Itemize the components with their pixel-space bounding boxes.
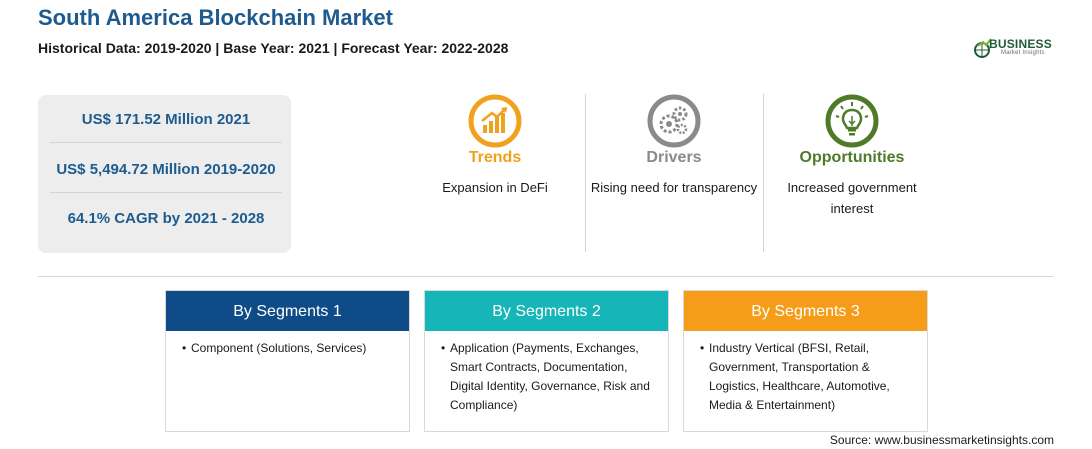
gears-icon (647, 94, 701, 148)
company-logo: BUSINESS Market Insights (974, 36, 1058, 60)
feature-divider (763, 94, 764, 252)
segment-title: By Segments 1 (166, 291, 409, 331)
segment-card-3: By Segments 3 Industry Vertical (BFSI, R… (683, 290, 928, 432)
segment-card-2: By Segments 2 Application (Payments, Exc… (424, 290, 669, 432)
stat-divider (50, 192, 282, 193)
key-stats-panel: US$ 171.52 Million 2021 US$ 5,494.72 Mil… (38, 95, 291, 253)
logo-wordmark: BUSINESS (989, 37, 1052, 51)
feature-trends: Trends Expansion in DeFi (410, 94, 580, 198)
growth-chart-icon (468, 94, 522, 148)
feature-text: Rising need for transparency (590, 180, 758, 195)
segment-title: By Segments 2 (425, 291, 668, 331)
stat-historical-value: US$ 5,494.72 Million 2019-2020 (56, 161, 276, 178)
segment-title: By Segments 3 (684, 291, 927, 331)
feature-text: Increased government interest (787, 180, 917, 216)
segment-item: Component (Solutions, Services) (182, 339, 401, 358)
segment-item: Industry Vertical (BFSI, Retail, Governm… (700, 339, 919, 415)
stat-cagr: 64.1% CAGR by 2021 - 2028 (67, 210, 265, 227)
source-note: Source: www.businessmarketinsights.com (829, 433, 1054, 447)
segment-card-1: By Segments 1 Component (Solutions, Serv… (165, 290, 410, 432)
section-divider (38, 276, 1054, 277)
logo-tagline: Market Insights (1001, 50, 1045, 56)
stat-market-size: US$ 171.52 Million 2021 (81, 111, 251, 128)
feature-heading: Opportunities (799, 149, 905, 166)
feature-divider (585, 94, 586, 252)
globe-growth-icon (974, 38, 992, 58)
segment-item: Application (Payments, Exchanges, Smart … (441, 339, 660, 415)
page-title: South America Blockchain Market (38, 5, 393, 30)
segment-body: Industry Vertical (BFSI, Retail, Governm… (684, 331, 927, 415)
feature-text: Expansion in DeFi (442, 180, 548, 195)
page-subtitle: Historical Data: 2019-2020 | Base Year: … (38, 40, 509, 56)
feature-opportunities: Opportunities Increased government inter… (767, 94, 937, 219)
feature-heading: Trends (468, 149, 522, 166)
stat-divider (50, 142, 282, 143)
segment-body: Component (Solutions, Services) (166, 331, 409, 358)
feature-heading: Drivers (646, 149, 702, 166)
feature-drivers: Drivers Rising need for transparency (589, 94, 759, 198)
lightbulb-icon (825, 94, 879, 148)
segment-body: Application (Payments, Exchanges, Smart … (425, 331, 668, 415)
